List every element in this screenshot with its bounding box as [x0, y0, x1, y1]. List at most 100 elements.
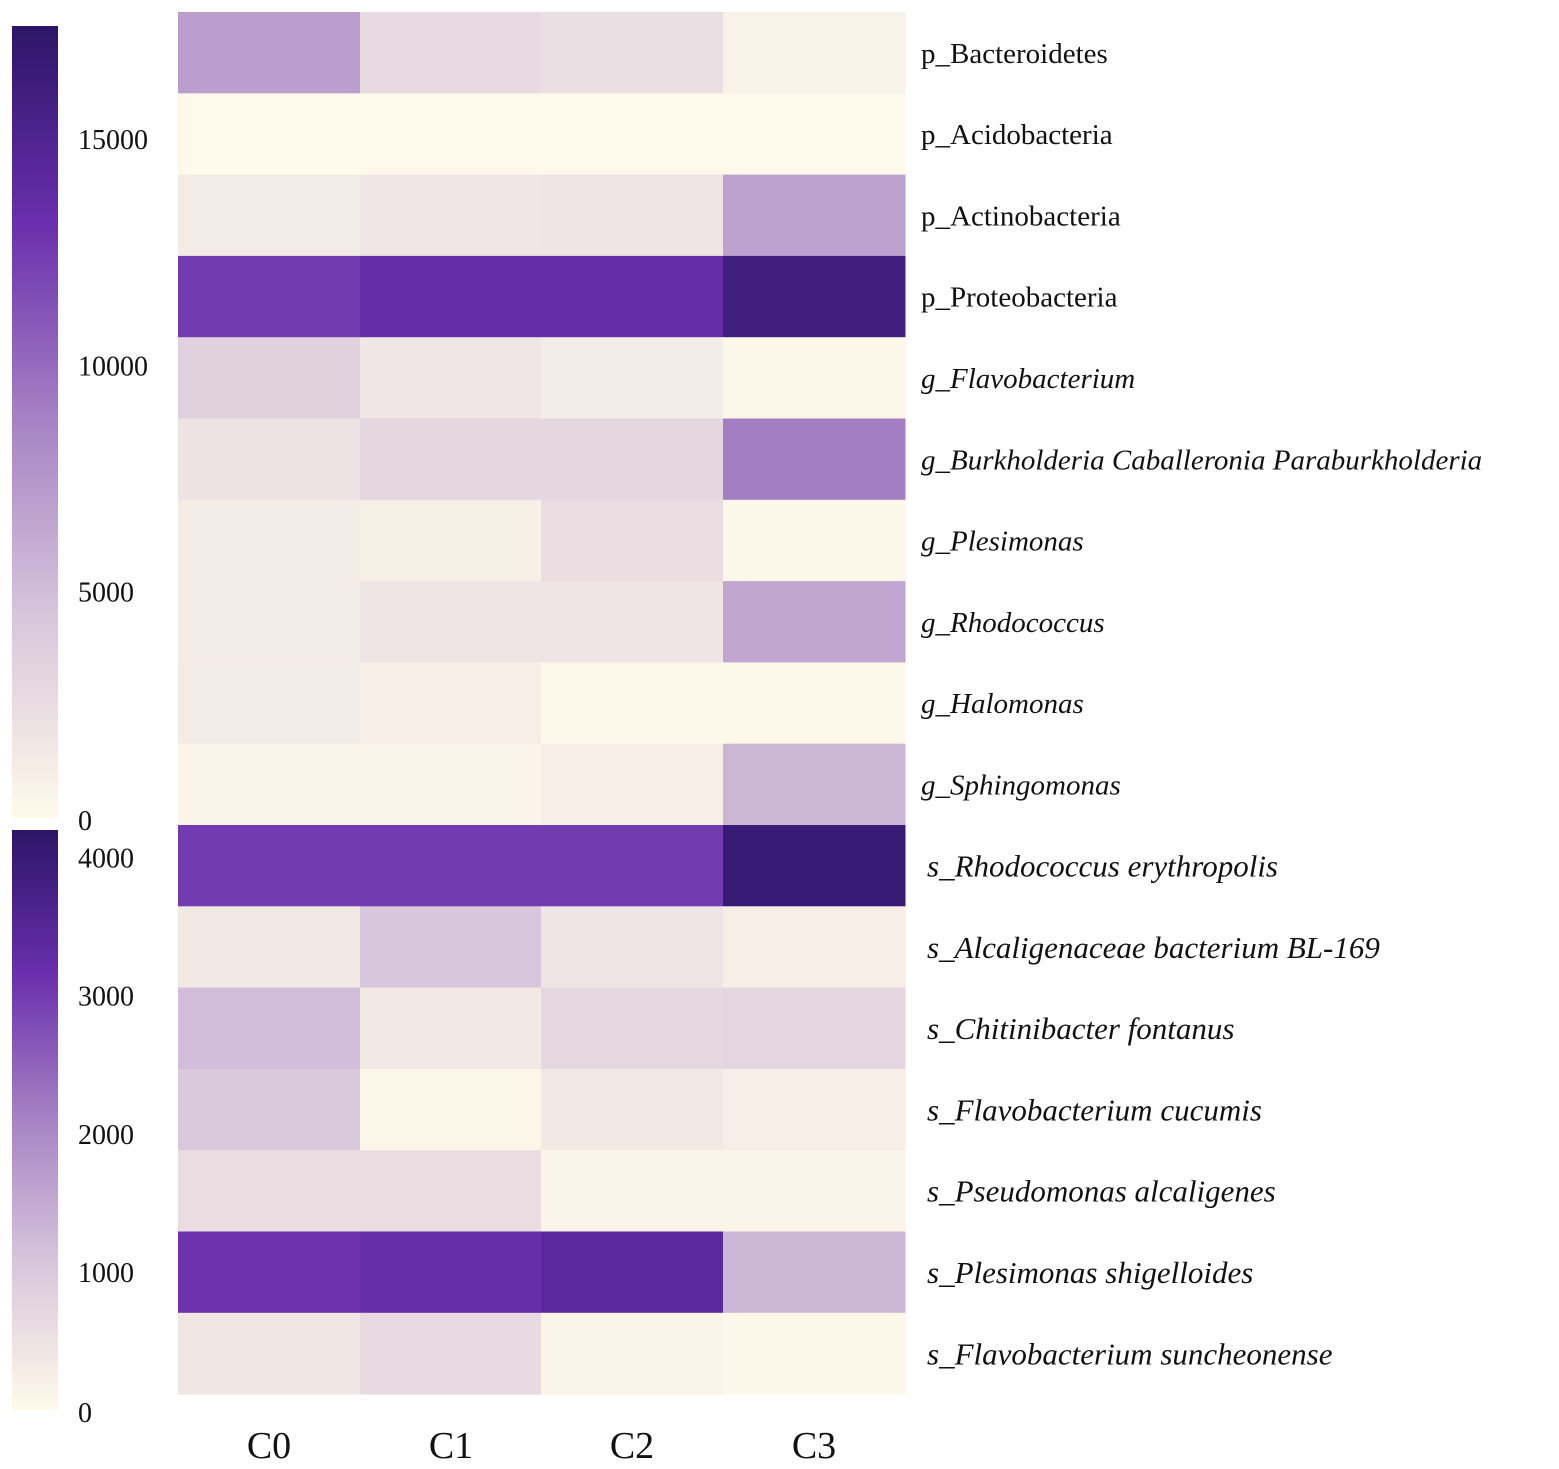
- heatmap-cell: [178, 174, 361, 257]
- colorbar-bottom: [12, 830, 58, 1410]
- heatmap-cell: [541, 255, 724, 338]
- row-label: s_Pseudomonas alcaligenes: [927, 1174, 1276, 1209]
- column-label-c1: C1: [429, 1425, 473, 1467]
- heatmap-cell: [541, 987, 724, 1070]
- column-label-c2: C2: [610, 1425, 654, 1467]
- heatmap-cell: [541, 12, 724, 94]
- heatmap-cell: [360, 255, 542, 338]
- heatmap-cell: [723, 93, 906, 176]
- heatmap-cell: [723, 1312, 906, 1395]
- row-label: s_Plesimonas shigelloides: [927, 1255, 1253, 1290]
- row-label: g_Rhodococcus: [921, 607, 1105, 639]
- heatmap-cell: [723, 1068, 906, 1151]
- heatmap-cell: [360, 825, 542, 907]
- row-label: p_Acidobacteria: [921, 119, 1113, 151]
- row-label: s_Chitinibacter fontanus: [927, 1011, 1234, 1046]
- heatmap-cell: [360, 174, 542, 257]
- heatmap-cell: [723, 825, 906, 907]
- heatmap-cell: [541, 93, 724, 176]
- heatmap-cell: [178, 499, 361, 582]
- heatmap-cell: [723, 337, 906, 419]
- heatmap-cell: [360, 987, 542, 1070]
- heatmap-cell: [178, 825, 361, 907]
- heatmap-cell: [178, 743, 361, 826]
- row-label: p_Actinobacteria: [921, 200, 1121, 232]
- colorbar-top: [12, 26, 58, 818]
- heatmap-cell: [541, 174, 724, 257]
- row-label: g_Plesimonas: [921, 526, 1084, 558]
- heatmap-cell: [360, 1068, 542, 1151]
- heatmap-cell: [178, 662, 361, 745]
- heatmap-cell: [178, 906, 361, 989]
- heatmap-cell: [178, 337, 361, 419]
- heatmap-cell: [541, 906, 724, 989]
- row-label: s_Flavobacterium cucumis: [927, 1092, 1262, 1127]
- row-label: p_Proteobacteria: [921, 282, 1118, 314]
- heatmap-cell: [360, 1312, 542, 1395]
- heatmap-cell: [723, 743, 906, 826]
- heatmap-cell: [723, 581, 906, 663]
- row-label: p_Bacteroidetes: [921, 38, 1108, 70]
- heatmap-cell: [178, 418, 361, 501]
- heatmap-cell: [178, 93, 361, 176]
- heatmap-cell: [541, 1231, 724, 1314]
- colorbar-tick-label: 15000: [78, 125, 148, 156]
- heatmap-cell: [360, 1150, 542, 1232]
- heatmap-cell: [360, 12, 542, 94]
- colorbar-tick-label: 10000: [78, 351, 148, 382]
- heatmap-cell: [723, 255, 906, 338]
- heatmap-cell: [178, 1068, 361, 1151]
- row-label: s_Flavobacterium suncheonense: [927, 1336, 1333, 1371]
- heatmap-cell: [541, 418, 724, 501]
- heatmap-cell: [178, 1312, 361, 1395]
- heatmap-cell: [360, 93, 542, 176]
- heatmap-cell: [178, 1150, 361, 1232]
- heatmap-cell: [541, 743, 724, 826]
- colorbar-tick-label: 2000: [78, 1120, 134, 1151]
- row-label: g_Flavobacterium: [921, 363, 1135, 395]
- heatmap-cell: [723, 906, 906, 989]
- heatmap-cell: [541, 581, 724, 663]
- heatmap-cell: [723, 662, 906, 745]
- heatmap-cell: [723, 418, 906, 501]
- heatmap-cell: [723, 1231, 906, 1314]
- heatmap-cell: [178, 987, 361, 1070]
- colorbar-tick-label: 4000: [78, 844, 134, 875]
- row-label: s_Alcaligenaceae bacterium BL-169: [927, 930, 1380, 965]
- column-label-c0: C0: [247, 1425, 291, 1467]
- heatmap-cell: [178, 581, 361, 663]
- heatmap-cell: [360, 1231, 542, 1314]
- colorbar-tick-label: 1000: [78, 1258, 134, 1289]
- heatmap-cell: [723, 499, 906, 582]
- heatmap-cell: [360, 418, 542, 501]
- row-label: g_Sphingomonas: [921, 770, 1121, 802]
- row-label: g_Halomonas: [921, 688, 1084, 720]
- heatmap-cell: [178, 255, 361, 338]
- colorbar-tick-label: 3000: [78, 982, 134, 1013]
- heatmap-cell: [723, 987, 906, 1070]
- heatmap-cell: [541, 1312, 724, 1395]
- heatmap-cell: [541, 1150, 724, 1232]
- heatmap-cell: [723, 1150, 906, 1232]
- heatmap-cell: [541, 1068, 724, 1151]
- heatmap-cell: [360, 499, 542, 582]
- heatmap-cell: [360, 662, 542, 745]
- heatmap-cell: [360, 906, 542, 989]
- heatmap-cells: [178, 12, 906, 1395]
- colorbar-tick-label: 0: [78, 1398, 92, 1429]
- heatmap-cell: [723, 12, 906, 94]
- heatmap-cell: [541, 662, 724, 745]
- column-labels: C0 C1 C2 C3: [247, 1425, 836, 1467]
- heatmap-cell: [723, 174, 906, 257]
- colorbar-tick-label: 5000: [78, 578, 134, 609]
- heatmap-cell: [541, 499, 724, 582]
- colorbar-tick-label: 0: [78, 806, 92, 837]
- row-label: s_Rhodococcus erythropolis: [927, 849, 1278, 884]
- heatmap-cell: [360, 337, 542, 419]
- row-label: g_Burkholderia Caballeronia Paraburkhold…: [921, 444, 1482, 476]
- colorbar-bottom-ticks: 0 1000 2000 3000 4000: [78, 844, 134, 1429]
- heatmap-cell: [178, 12, 361, 94]
- colorbar-top-ticks: 0 5000 10000 15000: [78, 125, 148, 837]
- heatmap-cell: [178, 1231, 361, 1314]
